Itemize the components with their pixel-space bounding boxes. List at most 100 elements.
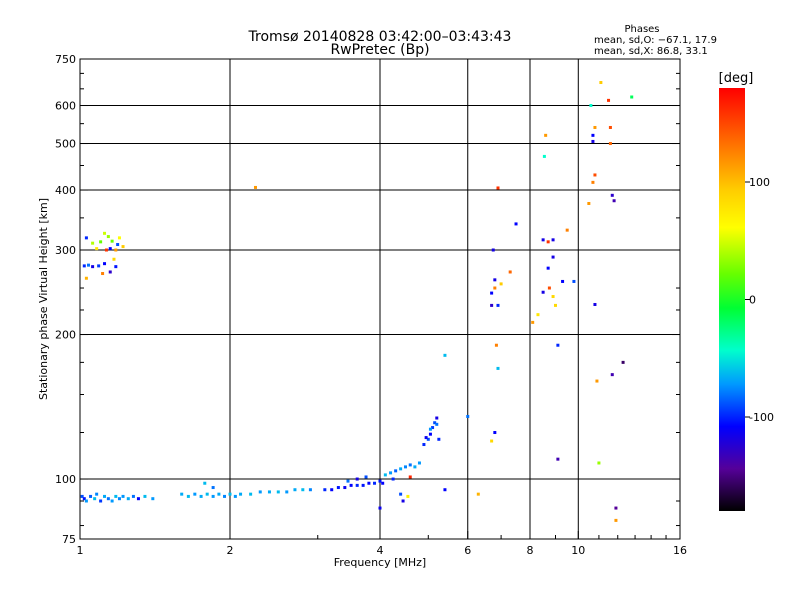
data-point <box>86 263 90 267</box>
data-point <box>361 483 365 487</box>
data-point <box>572 279 576 283</box>
data-point <box>493 278 497 282</box>
data-point <box>131 494 135 498</box>
stats-heading: Phases <box>624 24 659 35</box>
data-point <box>228 492 232 496</box>
data-point <box>403 465 407 469</box>
data-point <box>413 465 417 469</box>
data-point <box>367 481 371 485</box>
axis-ticks <box>79 58 681 540</box>
data-point <box>476 492 480 496</box>
data-point <box>97 264 101 268</box>
data-point <box>349 483 353 487</box>
x-tick-label: 8 <box>527 544 534 557</box>
data-point <box>591 133 595 137</box>
data-point <box>428 427 432 431</box>
data-point <box>391 477 395 481</box>
data-point <box>593 302 597 306</box>
y-tick-label: 600 <box>55 100 76 113</box>
data-point <box>547 286 551 290</box>
y-tick-label: 400 <box>55 184 76 197</box>
data-point <box>589 104 593 108</box>
data-point <box>91 241 95 245</box>
data-point <box>610 373 614 377</box>
data-point <box>599 81 603 85</box>
data-point <box>91 265 95 269</box>
data-point <box>546 240 550 244</box>
data-point <box>143 494 147 498</box>
data-point <box>493 431 497 435</box>
data-point <box>556 343 560 347</box>
data-point <box>435 422 439 426</box>
data-point <box>593 125 597 129</box>
data-point <box>126 497 130 501</box>
data-point <box>84 276 88 280</box>
data-point <box>608 142 612 146</box>
data-point <box>80 494 84 498</box>
data-point <box>541 238 545 242</box>
data-point <box>587 201 591 205</box>
data-point <box>99 240 103 244</box>
stats-line-o: mean, sd,O: −67.1, 17.9 <box>594 35 717 46</box>
data-point <box>114 494 118 498</box>
y-axis-label: Stationary phase Virtual Height [km] <box>37 198 50 400</box>
data-point <box>607 98 611 102</box>
data-point <box>593 173 597 177</box>
data-point <box>551 295 555 299</box>
data-point <box>378 479 382 483</box>
data-point <box>108 247 112 251</box>
x-tick-label: 4 <box>377 544 384 557</box>
data-point <box>437 437 441 441</box>
colorbar <box>719 88 745 511</box>
data-point <box>496 186 500 190</box>
colorbar-tick-label: 100 <box>749 176 770 189</box>
data-point <box>301 488 305 492</box>
data-point <box>466 414 470 418</box>
data-point <box>591 180 595 184</box>
data-point <box>496 303 500 307</box>
y-tick-label: 200 <box>55 329 76 342</box>
y-tick-label: 500 <box>55 138 76 151</box>
data-point <box>373 481 377 485</box>
data-point <box>239 492 243 496</box>
data-point <box>417 461 421 465</box>
data-point <box>435 416 439 420</box>
data-point <box>381 481 385 485</box>
colorbar-tick-label: 0 <box>749 294 756 307</box>
data-point <box>546 266 550 270</box>
data-point <box>561 279 565 283</box>
y-tick-labels: 75 100 200 300 400 500 600 750 <box>55 53 76 546</box>
data-point <box>205 492 209 496</box>
data-point <box>514 222 518 226</box>
data-point <box>258 490 262 494</box>
data-point <box>82 497 86 501</box>
data-point <box>117 497 121 501</box>
data-point <box>106 235 110 239</box>
data-point <box>536 313 540 317</box>
data-point <box>565 228 569 232</box>
data-point <box>553 303 557 307</box>
data-point <box>612 199 616 203</box>
data-point <box>431 426 435 430</box>
x-tick-label: 10 <box>571 544 585 557</box>
data-point <box>95 492 99 496</box>
data-point <box>336 486 340 490</box>
data-point <box>103 231 107 235</box>
data-point <box>293 488 297 492</box>
x-tick-label: 1 <box>77 544 84 557</box>
data-point <box>211 494 215 498</box>
data-point <box>180 492 184 496</box>
data-point <box>101 272 105 276</box>
grid-lines <box>80 59 680 539</box>
data-point <box>93 497 97 501</box>
data-point <box>621 360 625 364</box>
data-point <box>223 494 227 498</box>
data-point <box>426 437 430 441</box>
data-point <box>401 499 405 503</box>
data-point <box>408 463 412 467</box>
y-tick-label: 75 <box>62 533 76 546</box>
data-point <box>253 185 257 189</box>
data-point <box>542 154 546 158</box>
data-point <box>233 494 237 498</box>
data-point <box>406 494 410 498</box>
